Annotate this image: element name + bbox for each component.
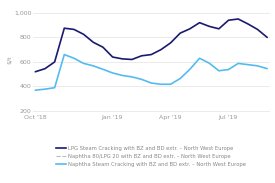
Y-axis label: $/t: $/t (8, 55, 13, 64)
Legend: LPG Steam Cracking with BZ and BD extr. – North West Europe, Naphtha 80/LPG 20 w: LPG Steam Cracking with BZ and BD extr. … (56, 146, 246, 167)
